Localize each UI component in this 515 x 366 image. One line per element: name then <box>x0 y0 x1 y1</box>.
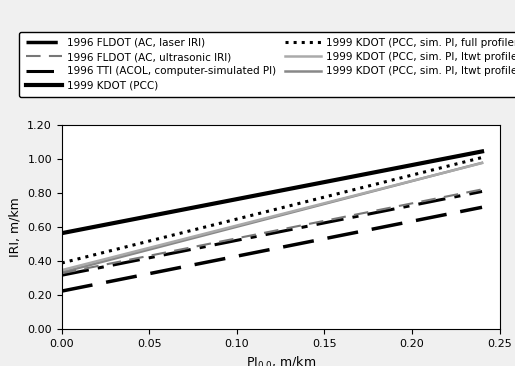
Y-axis label: IRI, m/km: IRI, m/km <box>9 197 22 257</box>
Legend: 1996 FLDOT (AC, laser IRI), 1996 FLDOT (AC, ultrasonic IRI), 1996 TTI (ACOL, com: 1996 FLDOT (AC, laser IRI), 1996 FLDOT (… <box>19 31 515 97</box>
X-axis label: PI$_{0.0}$, m/km: PI$_{0.0}$, m/km <box>246 355 316 366</box>
